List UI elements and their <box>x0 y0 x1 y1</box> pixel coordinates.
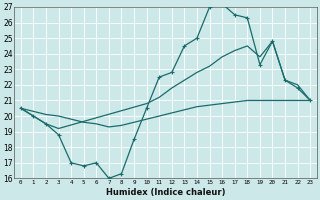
X-axis label: Humidex (Indice chaleur): Humidex (Indice chaleur) <box>106 188 225 197</box>
